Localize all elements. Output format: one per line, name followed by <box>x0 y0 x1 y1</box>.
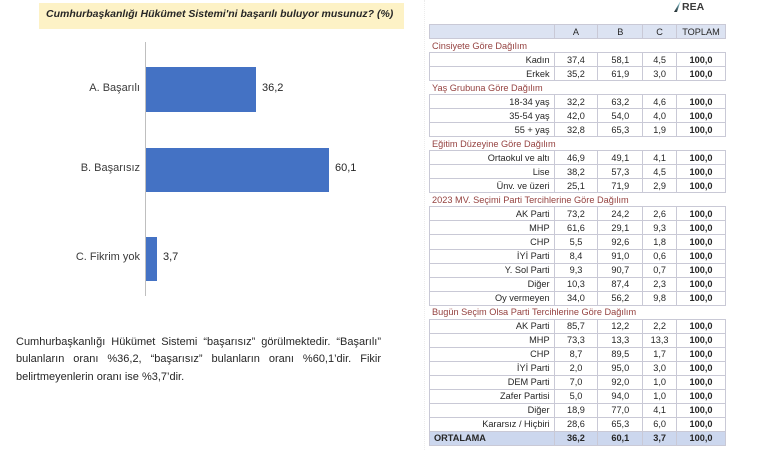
svg-text:REA: REA <box>682 1 705 13</box>
